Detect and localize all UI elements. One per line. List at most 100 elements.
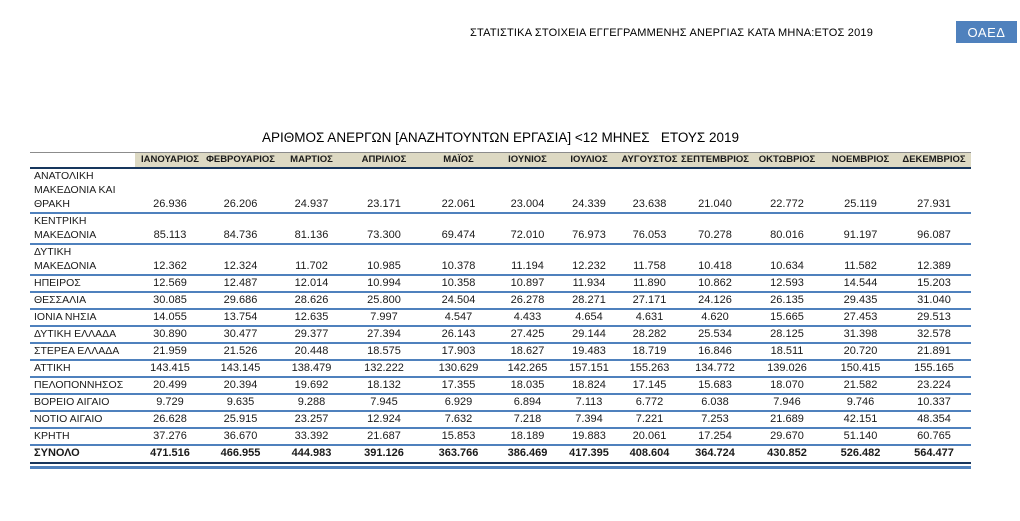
table-row: ΚΡΗΤΗ 37.276 36.670 33.392 21.687 15.853 18.18… bbox=[30, 428, 971, 445]
value-cell: 20.394 bbox=[223, 378, 258, 391]
value-cell: 30.477 bbox=[223, 327, 258, 340]
value-cell: 73.300 bbox=[367, 228, 401, 241]
value-cell: 76.973 bbox=[572, 228, 606, 241]
region-label: ΝΟΤΙΟ ΑΙΓΑΙΟ bbox=[34, 412, 103, 425]
value-cell: 12.232 bbox=[572, 259, 606, 272]
value-cell: 23.004 bbox=[510, 197, 545, 210]
value-cell: 17.903 bbox=[441, 344, 476, 357]
value-cell: 6.894 bbox=[513, 395, 542, 408]
value-cell: 12.014 bbox=[294, 276, 329, 289]
column-header-month-1: ΙΑΝΟΥΑΡΙΟΣ bbox=[135, 152, 205, 168]
value-cell: 27.394 bbox=[367, 327, 401, 340]
value-cell: 27.931 bbox=[917, 197, 951, 210]
value-cell: 29.435 bbox=[843, 293, 878, 306]
table-foot: ΣΥΝΟΛΟ 471.516 466.955 444.983 391.126 363.76… bbox=[30, 445, 971, 463]
value-cell: 29.144 bbox=[572, 327, 606, 340]
value-cell: 21.891 bbox=[917, 344, 951, 357]
value-cell: 36.670 bbox=[223, 429, 258, 442]
value-cell: 7.997 bbox=[370, 310, 398, 323]
value-cell: 18.575 bbox=[367, 344, 401, 357]
value-cell: 6.929 bbox=[444, 395, 473, 408]
value-cell: 10.634 bbox=[770, 259, 804, 272]
value-cell: 22.061 bbox=[441, 197, 476, 210]
table-row: ΑΝΑΤΟΛΙΚΗ ΜΑΚΕΔΟΝΙΑ ΚΑΙ ΘΡΑΚΗ 26.936 26.20… bbox=[30, 168, 971, 213]
value-cell: 6.038 bbox=[701, 395, 729, 408]
total-value-cell: 444.983 bbox=[291, 446, 332, 459]
value-cell: 91.197 bbox=[843, 228, 878, 241]
total-value-cell: 430.852 bbox=[767, 446, 807, 459]
value-cell: 26.135 bbox=[770, 293, 804, 306]
value-cell: 69.474 bbox=[441, 228, 476, 241]
value-cell: 21.040 bbox=[698, 197, 732, 210]
value-cell: 42.151 bbox=[843, 412, 878, 425]
value-cell: 11.194 bbox=[511, 259, 544, 272]
value-cell: 17.254 bbox=[698, 429, 732, 442]
value-cell: 20.499 bbox=[153, 378, 187, 391]
column-header-month-10: ΟΚΤΩΒΡΙΟΣ bbox=[750, 152, 824, 168]
value-cell: 20.061 bbox=[632, 429, 667, 442]
table-row: ΒΟΡΕΙΟ ΑΙΓΑΙΟ 9.729 9.635 9.288 7.945 6.929 6.… bbox=[30, 394, 971, 411]
value-cell: 11.890 bbox=[633, 276, 666, 289]
value-cell: 150.415 bbox=[840, 361, 881, 374]
value-cell: 155.263 bbox=[629, 361, 670, 374]
unemployment-table: ΙΑΝΟΥΑΡΙΟΣ ΦΕΒΡΟΥΑΡΙΟΣ ΜΑΡΤΙΟΣ ΑΠΡΙΛΙΟΣ ΜΑΪΟ… bbox=[30, 152, 971, 464]
column-header-month-9: ΣΕΠΤΕΜΒΡΙΟΣ bbox=[680, 152, 750, 168]
value-cell: 18.627 bbox=[510, 344, 545, 357]
value-cell: 7.632 bbox=[444, 412, 473, 425]
value-cell: 142.265 bbox=[507, 361, 548, 374]
value-cell: 30.890 bbox=[153, 327, 187, 340]
value-cell: 9.288 bbox=[297, 395, 326, 408]
value-cell: 14.544 bbox=[843, 276, 878, 289]
value-cell: 31.040 bbox=[917, 293, 951, 306]
value-cell: 7.394 bbox=[575, 412, 603, 425]
value-cell: 26.206 bbox=[223, 197, 258, 210]
region-label: ΑΝΑΤΟΛΙΚΗ ΜΑΚΕΔΟΝΙΑ ΚΑΙ ΘΡΑΚΗ bbox=[34, 169, 116, 210]
value-cell: 18.070 bbox=[770, 378, 804, 391]
column-header-month-8: ΑΥΓΟΥΣΤΟΣ bbox=[619, 152, 680, 168]
value-cell: 12.924 bbox=[367, 412, 401, 425]
value-cell: 25.800 bbox=[367, 293, 401, 306]
value-cell: 15.683 bbox=[698, 378, 732, 391]
value-cell: 19.883 bbox=[572, 429, 606, 442]
value-cell: 4.620 bbox=[701, 310, 729, 323]
value-cell: 12.593 bbox=[770, 276, 804, 289]
value-cell: 25.915 bbox=[223, 412, 258, 425]
value-cell: 16.846 bbox=[698, 344, 732, 357]
value-cell: 23.638 bbox=[632, 197, 667, 210]
value-cell: 9.729 bbox=[156, 395, 184, 408]
value-cell: 139.026 bbox=[767, 361, 807, 374]
value-cell: 60.765 bbox=[917, 429, 951, 442]
table-body: ΑΝΑΤΟΛΙΚΗ ΜΑΚΕΔΟΝΙΑ ΚΑΙ ΘΡΑΚΗ 26.936 26.20… bbox=[30, 168, 971, 445]
value-cell: 10.418 bbox=[698, 259, 732, 272]
value-cell: 9.635 bbox=[226, 395, 255, 408]
oaed-logo-badge[interactable]: ΟΑΕΔ bbox=[956, 21, 1017, 43]
value-cell: 17.355 bbox=[441, 378, 476, 391]
value-cell: 28.282 bbox=[632, 327, 667, 340]
value-cell: 19.692 bbox=[294, 378, 329, 391]
value-cell: 37.276 bbox=[153, 429, 187, 442]
value-cell: 10.862 bbox=[698, 276, 732, 289]
value-cell: 27.453 bbox=[843, 310, 878, 323]
value-cell: 20.720 bbox=[843, 344, 878, 357]
value-cell: 6.772 bbox=[635, 395, 664, 408]
value-cell: 10.897 bbox=[510, 276, 545, 289]
value-cell: 18.824 bbox=[572, 378, 606, 391]
value-cell: 10.985 bbox=[367, 259, 401, 272]
table-row: ΝΟΤΙΟ ΑΙΓΑΙΟ 26.628 25.915 23.257 12.924 7.63… bbox=[30, 411, 971, 428]
value-cell: 21.526 bbox=[223, 344, 258, 357]
value-cell: 4.547 bbox=[444, 310, 473, 323]
value-cell: 72.010 bbox=[510, 228, 545, 241]
region-label: ΔΥΤΙΚΗ ΕΛΛΑΔΑ bbox=[34, 327, 117, 340]
value-cell: 18.035 bbox=[510, 378, 545, 391]
value-cell: 25.534 bbox=[698, 327, 732, 340]
region-label: ΘΕΣΣΑΛΙΑ bbox=[34, 293, 87, 306]
value-cell: 26.628 bbox=[153, 412, 187, 425]
value-cell: 12.569 bbox=[153, 276, 187, 289]
region-label: ΠΕΛΟΠΟΝΝΗΣΟΣ bbox=[34, 378, 124, 391]
value-cell: 10.358 bbox=[441, 276, 476, 289]
total-value-cell: 408.604 bbox=[629, 446, 670, 459]
value-cell: 12.389 bbox=[917, 259, 951, 272]
value-cell: 24.504 bbox=[441, 293, 476, 306]
value-cell: 15.853 bbox=[441, 429, 476, 442]
value-cell: 80.016 bbox=[770, 228, 804, 241]
